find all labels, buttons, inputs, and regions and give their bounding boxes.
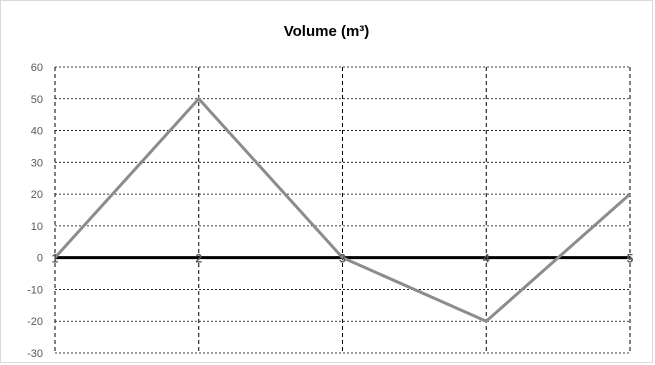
chart-title: Volume (m³) (283, 23, 370, 40)
y-tick-label: -30 (27, 348, 43, 360)
y-tick-label: 20 (31, 189, 43, 201)
x-tick-label: 4 (483, 252, 490, 266)
x-tick-label: 3 (339, 252, 346, 266)
y-tick-label: 40 (31, 126, 43, 138)
x-tick-label: 2 (195, 252, 202, 266)
y-tick-label: 10 (31, 221, 43, 233)
y-tick-label: 30 (31, 157, 43, 169)
y-tick-label: 0 (37, 253, 43, 265)
x-tick-label: 1 (52, 252, 59, 266)
x-tick-label: 5 (627, 252, 634, 266)
y-tick-label: 60 (31, 62, 43, 74)
y-tick-label: 50 (31, 94, 43, 106)
y-tick-label: -20 (27, 316, 43, 328)
y-tick-label: -10 (27, 284, 43, 296)
series-line (53, 96, 631, 323)
